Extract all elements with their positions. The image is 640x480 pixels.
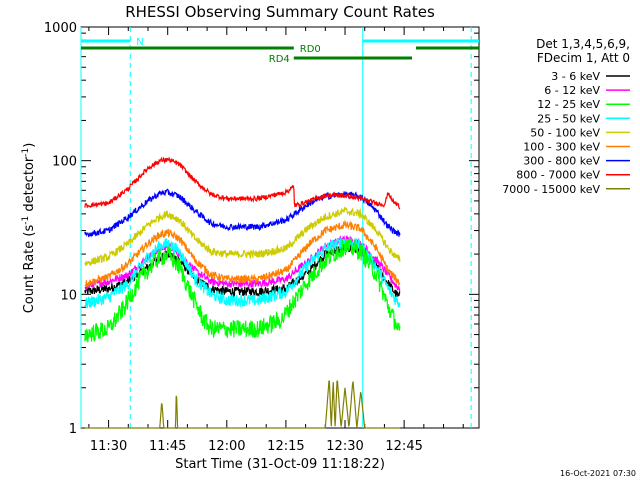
x-tick-label: 11:45 [149, 439, 186, 454]
x-tick-label: 11:30 [90, 439, 127, 454]
y-tick-label: 100 [52, 155, 77, 170]
legend-entry-label: 50 - 100 keV [530, 126, 600, 139]
x-axis-label: Start Time (31-Oct-09 11:18:22) [175, 457, 385, 472]
series-line-4 [84, 206, 401, 266]
series-line-2 [84, 238, 401, 343]
series-line-7 [84, 156, 401, 210]
x-tick-label: 12:30 [326, 439, 363, 454]
legend-entry-label: 12 - 25 keV [537, 98, 600, 111]
y-axis-label: Count Rate (s-1 detector-1) [21, 143, 37, 314]
segment-label-rd4: RD4 [269, 54, 290, 65]
legend-entry-label: 800 - 7000 keV [516, 169, 600, 182]
legend-entry-label: 300 - 800 keV [523, 155, 600, 168]
legend-entry-label: 7000 - 15000 keV [502, 183, 600, 196]
legend-header-line-2: FDecim 1, Att 0 [537, 51, 630, 65]
y-axis-label-mid: detector [22, 156, 37, 216]
segment-label-rd0: RD0 [300, 44, 321, 55]
render-timestamp: 16-Oct-2021 07:30 [560, 469, 636, 478]
y-tick-label: 1 [69, 422, 77, 437]
legend-entry-label: 100 - 300 keV [523, 141, 600, 154]
legend-entry-label: 3 - 6 keV [551, 70, 600, 83]
series-line-5 [84, 219, 401, 288]
x-tick-label: 12:45 [385, 439, 422, 454]
y-axis-label-superscript-2: -1 [21, 148, 31, 157]
legend-entry-label: 6 - 12 keV [544, 84, 600, 97]
y-axis-label-main: Count Rate (s [22, 225, 37, 314]
y-axis-label-superscript-1: -1 [21, 216, 31, 225]
y-tick-label: 1000 [44, 21, 77, 36]
legend: Det 1,3,4,5,6,9, FDecim 1, Att 0 3 - 6 k… [502, 37, 630, 196]
x-tick-label: 12:15 [267, 439, 304, 454]
x-tick-label: 12:00 [208, 439, 245, 454]
legend-entry-label: 25 - 50 keV [537, 112, 600, 125]
chart-title: RHESSI Observing Summary Count Rates [125, 3, 435, 21]
series-line-8 [84, 380, 400, 429]
segment-label-n: N [136, 37, 143, 48]
y-axis-label-end: ) [22, 143, 37, 148]
legend-header-line-1: Det 1,3,4,5,6,9, [536, 37, 630, 51]
y-tick-label: 10 [60, 288, 77, 303]
plot-frame [80, 26, 480, 429]
